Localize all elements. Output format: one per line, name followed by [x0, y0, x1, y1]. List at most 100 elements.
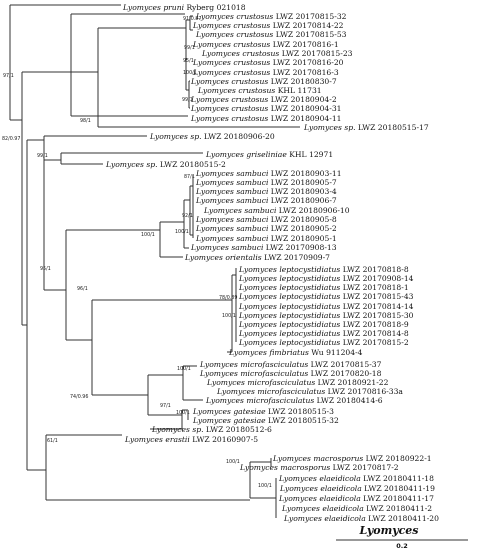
- taxon-label: Lyomyces sp. LWZ 20180512-6: [151, 425, 272, 434]
- taxon-name: Lyomyces microfasciculatus: [199, 369, 308, 378]
- support-value: 82/0.97: [2, 136, 20, 142]
- taxon-name: Lyomyces sp.: [105, 160, 158, 169]
- taxon-name: Lyomyces elaeidicola: [281, 504, 364, 513]
- support-value: 100/1: [175, 229, 189, 235]
- taxon-name: Lyomyces elaeidicola: [278, 474, 361, 483]
- support-value: 95/1: [40, 266, 51, 272]
- taxon-name: Lyomyces leptocystidiatus: [238, 283, 340, 292]
- taxon-label: Lyomyces sp. LWZ 20180515-17: [303, 123, 429, 132]
- voucher-label: LWZ 20180904-11: [268, 114, 341, 123]
- taxon-name: Lyomyces sambuci: [195, 178, 269, 187]
- clade-label: Lyomyces: [359, 524, 419, 537]
- taxon-name: Lyomyces microfasciculatus: [205, 396, 314, 405]
- voucher-label: LWZ 20180515-2: [158, 160, 227, 169]
- taxon-name: Lyomyces crustosus: [195, 30, 273, 39]
- voucher-label: LWZ 20170908-13: [263, 243, 336, 252]
- taxon-label: Lyomyces griseliniae KHL 12971: [205, 150, 333, 159]
- taxon-name: Lyomyces crustosus: [201, 49, 279, 58]
- taxon-label: Lyomyces elaeidicola LWZ 20180411-17: [278, 494, 434, 503]
- taxon-label: Lyomyces crustosus LWZ 20170815-32: [195, 12, 347, 21]
- voucher-label: LWZ 20180411-18: [361, 474, 434, 483]
- taxon-name: Lyomyces crustosus: [190, 95, 268, 104]
- support-value: 96/1: [77, 286, 88, 292]
- taxon-name: Lyomyces sambuci: [195, 234, 269, 243]
- taxon-name: Lyomyces sambuci: [195, 196, 269, 205]
- taxon-name: Lyomyces macrosporus: [272, 454, 363, 463]
- support-value: 87/1: [184, 174, 195, 180]
- taxon-label: Lyomyces leptocystidiatus LWZ 20170818-1: [238, 283, 409, 292]
- voucher-label: LWZ 20180414-6: [314, 396, 383, 405]
- voucher-label: LWZ 20170818-1: [340, 283, 408, 292]
- taxon-name: Lyomyces microfasciculatus: [206, 378, 315, 387]
- voucher-label: LWZ 20170815-43: [340, 292, 413, 301]
- voucher-label: LWZ 20170816-3: [270, 68, 339, 77]
- support-value: 61/1: [47, 438, 58, 444]
- taxon-label: Lyomyces elaeidicola LWZ 20180411-20: [283, 514, 439, 523]
- taxon-label: Lyomyces leptocystidiatus LWZ 20170814-1…: [238, 302, 414, 311]
- taxon-label: Lyomyces gatesiae LWZ 20180515-32: [192, 416, 339, 425]
- scale-label: 0.2: [396, 542, 408, 550]
- voucher-label: LWZ 20180906-10: [276, 206, 349, 215]
- taxon-name: Lyomyces sambuci: [190, 243, 264, 252]
- taxon-name: Lyomyces leptocystidiatus: [238, 329, 340, 338]
- taxon-name: Lyomyces pruni: [122, 3, 185, 12]
- taxon-label: Lyomyces sambuci LWZ 20180905-1: [195, 234, 337, 243]
- taxon-name: Lyomyces sp.: [151, 425, 204, 434]
- voucher-label: LWZ 20170909-7: [262, 253, 331, 262]
- voucher-label: LWZ 20180904-2: [268, 95, 337, 104]
- voucher-label: LWZ 20180512-6: [204, 425, 273, 434]
- voucher-label: LWZ 20170815-23: [279, 49, 352, 58]
- tree-branches: [9, 4, 300, 518]
- taxon-label: Lyomyces leptocystidiatus LWZ 20170815-2: [238, 338, 409, 347]
- taxon-name: Lyomyces sambuci: [203, 206, 277, 215]
- support-value: 100/1: [222, 313, 236, 319]
- voucher-label: LWZ 20180921-22: [315, 378, 388, 387]
- voucher-label: LWZ 20170818-9: [340, 320, 409, 329]
- voucher-label: LWZ 20170816-1: [270, 40, 338, 49]
- voucher-label: LWZ 20180905-1: [268, 234, 336, 243]
- taxon-name: Lyomyces crustosus: [195, 12, 273, 21]
- voucher-label: LWZ 20180411-19: [362, 484, 435, 493]
- voucher-label: LWZ 20170814-14: [340, 302, 413, 311]
- taxon-label: Lyomyces sambuci LWZ 20180903-4: [195, 187, 337, 196]
- voucher-label: LWZ 20170814-22: [270, 21, 343, 30]
- taxon-label: Lyomyces sambuci LWZ 20180903-11: [195, 169, 342, 178]
- support-value: 97/1: [160, 403, 171, 409]
- support-value: 99/1: [37, 153, 48, 159]
- support-value: 98/1: [80, 118, 91, 124]
- voucher-label: LWZ 20180905-8: [268, 215, 337, 224]
- taxon-name: Lyomyces fimbriatus: [228, 348, 309, 357]
- support-value: 100/1: [258, 483, 272, 489]
- support-value: 100/1: [177, 366, 191, 372]
- taxon-label: Lyomyces crustosus LWZ 20170814-22: [192, 21, 344, 30]
- taxon-name: Lyomyces erastii: [124, 435, 190, 444]
- voucher-label: LWZ 20170815-30: [340, 311, 413, 320]
- taxon-label: Lyomyces microfasciculatus LWZ 20170820-…: [199, 369, 382, 378]
- voucher-label: LWZ 20170815-53: [273, 30, 346, 39]
- taxon-label: Lyomyces microfasciculatus LWZ 20180414-…: [205, 396, 383, 405]
- taxon-name: Lyomyces sambuci: [195, 169, 269, 178]
- taxon-name: Lyomyces leptocystidiatus: [238, 311, 340, 320]
- taxon-name: Lyomyces macrosporus: [239, 463, 330, 472]
- taxon-name: Lyomyces crustosus: [192, 58, 270, 67]
- voucher-label: LWZ 20170820-18: [308, 369, 381, 378]
- taxon-label: Lyomyces elaeidicola LWZ 20180411-18: [278, 474, 434, 483]
- voucher-label: KHL 11731: [275, 86, 321, 95]
- support-value: 97/1: [3, 73, 14, 79]
- voucher-label: LWZ 20170818-8: [340, 265, 409, 274]
- voucher-label: LWZ 20180411-20: [366, 514, 439, 523]
- voucher-label: LWZ 20180906-20: [202, 132, 275, 141]
- voucher-label: LWZ 20170814-8: [340, 329, 409, 338]
- taxon-label: Lyomyces sambuci LWZ 20180905-2: [195, 224, 337, 233]
- support-value: 100/1: [141, 232, 155, 238]
- voucher-label: KHL 12971: [287, 150, 333, 159]
- taxon-label: Lyomyces sp. LWZ 20180906-20: [149, 132, 275, 141]
- taxon-name: Lyomyces gatesiae: [192, 407, 266, 416]
- taxon-label: Lyomyces sambuci LWZ 20180905-8: [195, 215, 337, 224]
- taxon-name: Lyomyces sp.: [149, 132, 202, 141]
- taxon-label: Lyomyces elaeidicola LWZ 20180411-2: [281, 504, 432, 513]
- voucher-label: LWZ 20180515-3: [266, 407, 335, 416]
- support-value: 91/0.87: [183, 16, 201, 22]
- taxon-name: Lyomyces leptocystidiatus: [238, 302, 340, 311]
